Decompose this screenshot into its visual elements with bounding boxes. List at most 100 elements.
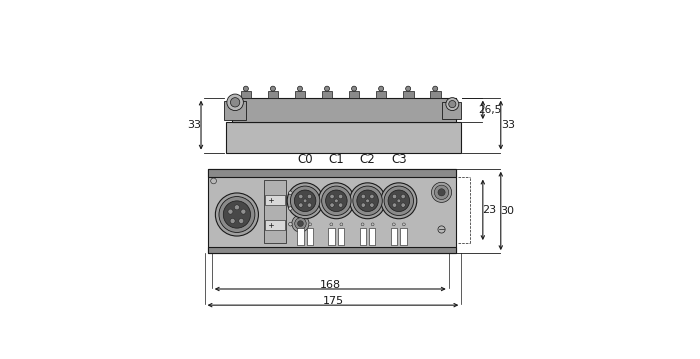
- Circle shape: [361, 194, 365, 199]
- Circle shape: [223, 201, 251, 228]
- Circle shape: [288, 223, 292, 226]
- Circle shape: [309, 223, 312, 226]
- Circle shape: [298, 193, 303, 199]
- Circle shape: [388, 190, 409, 211]
- Circle shape: [349, 183, 386, 219]
- Circle shape: [287, 183, 323, 219]
- Bar: [264, 180, 286, 243]
- Circle shape: [230, 218, 235, 223]
- Circle shape: [381, 183, 416, 219]
- Circle shape: [339, 203, 343, 207]
- Circle shape: [211, 178, 216, 184]
- Bar: [369, 228, 375, 245]
- Circle shape: [384, 186, 414, 215]
- Circle shape: [292, 187, 309, 204]
- Bar: [208, 169, 456, 253]
- Bar: [265, 195, 285, 205]
- Circle shape: [298, 86, 302, 91]
- Circle shape: [298, 221, 303, 227]
- Circle shape: [340, 223, 343, 226]
- Circle shape: [292, 215, 309, 232]
- Circle shape: [230, 98, 240, 107]
- Circle shape: [234, 205, 239, 210]
- Circle shape: [325, 86, 330, 91]
- Bar: [232, 98, 456, 122]
- Circle shape: [351, 86, 356, 91]
- Circle shape: [299, 203, 303, 207]
- Circle shape: [361, 223, 364, 226]
- Circle shape: [330, 194, 334, 199]
- Circle shape: [330, 203, 334, 207]
- Circle shape: [326, 190, 347, 211]
- Circle shape: [405, 86, 411, 91]
- Circle shape: [433, 86, 438, 91]
- Bar: [430, 91, 440, 98]
- Text: C3: C3: [391, 153, 407, 166]
- Bar: [376, 91, 386, 98]
- Bar: [402, 91, 414, 98]
- Text: 33: 33: [501, 120, 515, 130]
- Circle shape: [357, 190, 379, 211]
- Text: 175: 175: [323, 296, 344, 306]
- Circle shape: [435, 185, 449, 200]
- Circle shape: [228, 209, 233, 214]
- Bar: [208, 247, 456, 253]
- Bar: [391, 228, 398, 245]
- Circle shape: [379, 86, 384, 91]
- Bar: [307, 228, 313, 245]
- Bar: [328, 228, 335, 245]
- Circle shape: [370, 194, 374, 199]
- Circle shape: [401, 203, 405, 207]
- Text: C2: C2: [360, 153, 375, 166]
- Circle shape: [295, 218, 306, 229]
- Circle shape: [335, 199, 338, 202]
- Circle shape: [227, 94, 244, 111]
- Circle shape: [371, 223, 374, 226]
- Bar: [226, 122, 461, 153]
- Circle shape: [393, 203, 397, 207]
- Circle shape: [239, 218, 244, 223]
- Bar: [349, 91, 360, 98]
- Circle shape: [307, 194, 312, 199]
- Circle shape: [402, 223, 405, 226]
- Circle shape: [330, 223, 332, 226]
- Circle shape: [401, 194, 405, 199]
- Text: 33: 33: [187, 120, 201, 130]
- Text: 23: 23: [482, 205, 496, 215]
- Circle shape: [438, 189, 445, 196]
- Circle shape: [288, 207, 292, 210]
- Text: C1: C1: [328, 153, 344, 166]
- Circle shape: [446, 98, 459, 111]
- Bar: [442, 102, 461, 119]
- Circle shape: [295, 190, 306, 201]
- Bar: [360, 228, 366, 245]
- Circle shape: [321, 186, 351, 215]
- Circle shape: [290, 186, 320, 215]
- Circle shape: [295, 190, 316, 211]
- Circle shape: [438, 226, 445, 233]
- Circle shape: [219, 197, 255, 233]
- Bar: [224, 101, 246, 120]
- Bar: [321, 91, 332, 98]
- Circle shape: [393, 223, 395, 226]
- Bar: [400, 228, 407, 245]
- Text: 30: 30: [500, 206, 514, 216]
- Circle shape: [449, 101, 456, 108]
- Text: C0: C0: [298, 153, 313, 166]
- Circle shape: [366, 199, 370, 202]
- Bar: [338, 228, 344, 245]
- Bar: [208, 169, 456, 177]
- Circle shape: [307, 203, 312, 207]
- Circle shape: [299, 194, 303, 199]
- Circle shape: [393, 194, 397, 199]
- Bar: [298, 228, 304, 245]
- Circle shape: [361, 203, 365, 207]
- Circle shape: [339, 194, 343, 199]
- Circle shape: [216, 193, 258, 236]
- Circle shape: [431, 182, 452, 202]
- Circle shape: [353, 186, 382, 215]
- Bar: [267, 91, 279, 98]
- Circle shape: [370, 203, 374, 207]
- Circle shape: [241, 209, 246, 214]
- Circle shape: [318, 183, 354, 219]
